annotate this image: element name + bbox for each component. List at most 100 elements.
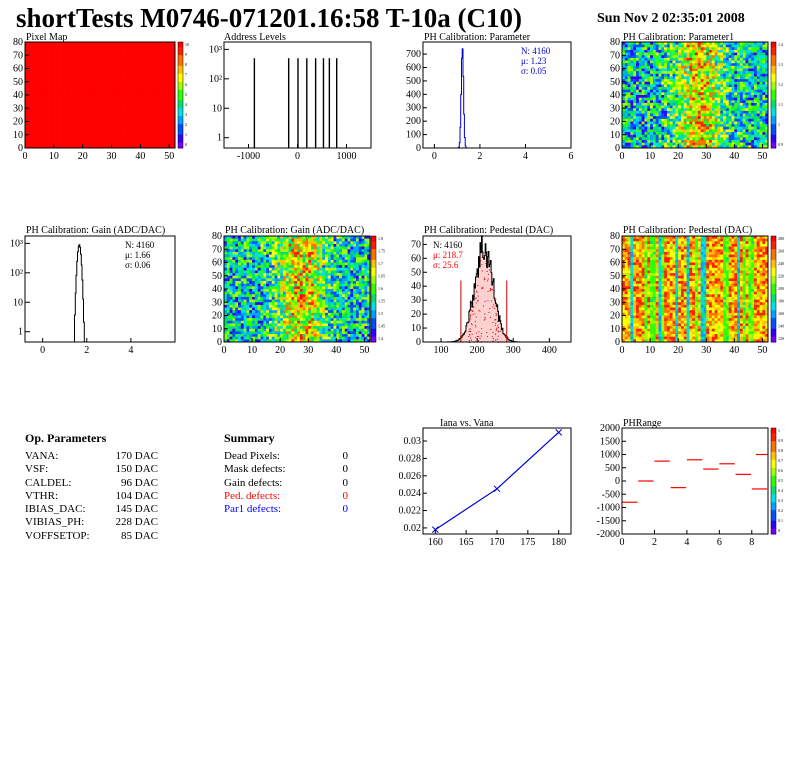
heatmap-cell <box>48 129 52 133</box>
heatmap-cell <box>641 95 645 98</box>
heatmap-cell <box>294 251 298 255</box>
heatmap-cell <box>42 118 46 122</box>
heatmap-cell <box>695 118 699 122</box>
heatmap-cell <box>703 52 707 56</box>
heatmap-cell <box>697 87 701 90</box>
heatmap-cell <box>358 236 362 239</box>
heatmap-cell <box>137 42 141 45</box>
heatmap-cell <box>728 110 732 114</box>
heatmap-cell <box>751 97 755 101</box>
heatmap-cell <box>268 246 273 250</box>
heatmap-cell <box>68 55 72 59</box>
heatmap-cell <box>240 236 244 239</box>
heatmap-cell <box>638 73 642 77</box>
heatmap-cell <box>235 238 239 242</box>
heatmap-cell <box>624 92 628 96</box>
heatmap-cell <box>652 126 656 130</box>
heatmap-cell <box>163 108 167 112</box>
heatmap-cell <box>68 129 72 133</box>
heatmap-cell <box>68 84 72 88</box>
heatmap-cell <box>678 81 682 85</box>
heatmap-cell <box>630 71 634 75</box>
heatmap-cell <box>689 118 693 122</box>
heatmap-cell <box>45 81 49 85</box>
heatmap-cell <box>622 42 626 45</box>
heatmap-cell <box>728 134 732 138</box>
heatmap-cell <box>56 129 60 133</box>
heatmap-cell <box>94 110 98 114</box>
heatmap-cell <box>105 92 109 96</box>
heatmap-cell <box>297 251 301 255</box>
heatmap-cell <box>25 49 29 53</box>
palette-cell <box>178 84 183 88</box>
heatmap-cell <box>151 137 156 141</box>
heatmap-cell <box>131 124 135 128</box>
heatmap-cell <box>630 108 634 112</box>
heatmap-cell <box>759 89 763 93</box>
heatmap-cell <box>125 124 130 128</box>
heatmap-cell <box>134 126 138 130</box>
heatmap-cell <box>333 236 337 239</box>
heatmap-cell <box>669 89 673 93</box>
heatmap-cell <box>627 100 631 104</box>
heatmap-cell <box>123 113 127 117</box>
heatmap-cell <box>680 52 685 56</box>
heatmap-cell <box>172 92 176 96</box>
heatmap-cell <box>42 68 46 72</box>
heatmap-cell <box>689 52 693 56</box>
heatmap-cell <box>169 71 173 75</box>
heatmap-cell <box>166 100 170 104</box>
heatmap-cell <box>128 92 133 96</box>
heatmap-cell <box>76 118 81 122</box>
heatmap-cell <box>50 87 55 90</box>
heatmap-cell <box>737 129 741 133</box>
heatmap-cell <box>700 100 704 104</box>
heatmap-cell <box>622 100 626 104</box>
heatmap-cell <box>79 105 83 109</box>
heatmap-cell <box>723 102 727 106</box>
heatmap-cell <box>82 145 86 149</box>
heatmap-cell <box>154 71 158 75</box>
heatmap-cell <box>361 243 365 247</box>
heatmap-cell <box>350 241 354 245</box>
heatmap-cell <box>737 87 741 90</box>
heatmap-cell <box>723 73 727 77</box>
heatmap-cell <box>355 257 360 261</box>
heatmap-cell <box>71 105 75 109</box>
heatmap-cell <box>745 71 749 75</box>
heatmap-cell <box>71 47 75 51</box>
heatmap-cell <box>238 262 242 266</box>
heatmap-cell <box>140 116 144 120</box>
heatmap-cell <box>751 89 755 93</box>
heatmap-cell <box>627 105 631 109</box>
heatmap-cell <box>137 49 141 53</box>
heatmap-cell <box>731 137 735 141</box>
heatmap-cell <box>633 84 637 88</box>
heatmap-cell <box>636 65 640 69</box>
heatmap-cell <box>658 97 662 101</box>
heatmap-cell <box>358 238 362 242</box>
heatmap-cell <box>711 142 715 146</box>
heatmap-cell <box>664 142 668 146</box>
heatmap-cell <box>622 126 626 130</box>
heatmap-cell <box>734 84 738 88</box>
heatmap-cell <box>114 132 118 136</box>
heatmap-cell <box>641 142 645 146</box>
heatmap-cell <box>728 100 732 104</box>
heatmap-cell <box>759 118 763 122</box>
heatmap-cell <box>74 87 78 90</box>
heatmap-cell <box>143 121 147 125</box>
heatmap-cell <box>297 262 301 266</box>
heatmap-cell <box>751 79 755 83</box>
heatmap-cell <box>59 126 63 130</box>
heatmap-cell <box>39 60 43 64</box>
heatmap-cell <box>686 142 690 146</box>
heatmap-cell <box>753 44 758 48</box>
heatmap-cell <box>288 241 292 245</box>
heatmap-cell <box>756 110 760 114</box>
heatmap-cell <box>675 73 679 77</box>
heatmap-cell <box>151 44 156 48</box>
heatmap-cell <box>661 73 665 77</box>
heatmap-cell <box>739 49 744 53</box>
heatmap-cell <box>644 102 648 106</box>
